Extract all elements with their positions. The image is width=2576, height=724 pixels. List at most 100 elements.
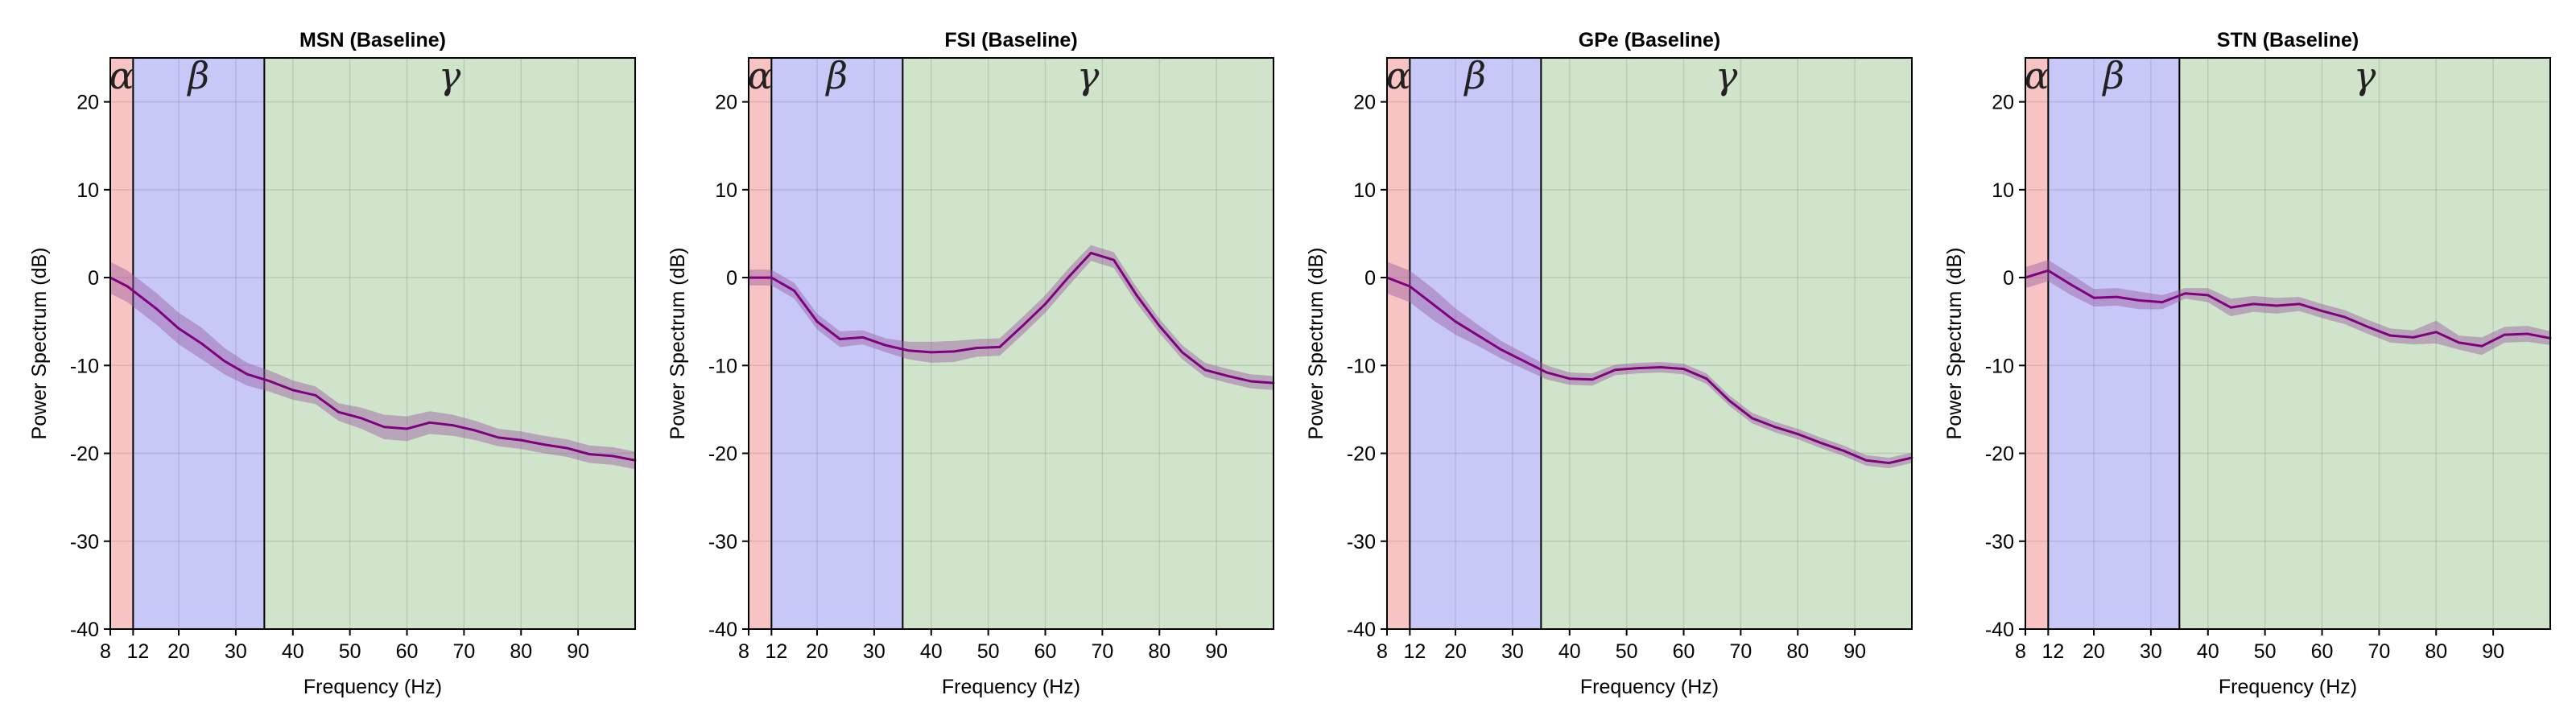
data-point (907, 349, 910, 352)
y-tick-label: 0 (1364, 267, 1376, 290)
y-axis-label: Power Spectrum (dB) (667, 248, 689, 440)
y-tick-label: -10 (1985, 355, 2014, 377)
data-point (1546, 371, 1548, 374)
x-tick-label: 70 (1729, 640, 1752, 663)
band-label-alpha: α (2025, 54, 2050, 97)
data-point (1226, 375, 1229, 377)
y-tick-label: -20 (70, 443, 99, 466)
data-point (1682, 368, 1685, 371)
data-point (360, 417, 363, 420)
data-point (1067, 276, 1070, 279)
band-gamma-region (264, 58, 635, 629)
band-alpha-region (1387, 58, 1410, 629)
data-point (155, 306, 158, 310)
data-point (1522, 360, 1525, 363)
data-point (1203, 368, 1207, 372)
y-tick-label: -10 (70, 355, 99, 377)
band-label-beta: β (2102, 54, 2125, 97)
y-tick-label: -30 (1347, 531, 1376, 553)
data-point (998, 345, 1001, 348)
x-tick-label: 12 (2041, 640, 2064, 663)
data-point (2321, 310, 2323, 312)
x-tick-label: 30 (225, 640, 247, 663)
data-point (2275, 304, 2278, 307)
x-tick-label: 12 (1403, 640, 1426, 663)
data-point (1728, 399, 1731, 402)
data-point (976, 347, 978, 349)
data-point (930, 351, 933, 354)
y-tick-label: 10 (1353, 179, 1376, 202)
data-point (1773, 426, 1777, 429)
data-point (1089, 252, 1092, 254)
x-tick-label: 90 (567, 640, 589, 663)
y-tick-label: 20 (1353, 92, 1376, 114)
data-point (1135, 294, 1138, 297)
data-point (1751, 417, 1753, 420)
plot-frame (748, 57, 1274, 630)
data-point (2070, 283, 2073, 286)
y-tick-label: -30 (708, 531, 737, 553)
x-tick-label: 40 (2197, 640, 2219, 663)
data-point (1637, 367, 1640, 369)
data-point (770, 276, 773, 279)
x-tick-label: 60 (1034, 640, 1057, 663)
data-point (884, 343, 887, 347)
data-point (126, 285, 129, 288)
data-point (1454, 320, 1457, 323)
x-tick-label: 20 (1444, 640, 1467, 663)
data-point (246, 372, 249, 376)
data-point (269, 380, 271, 383)
band-label-gamma: γ (2354, 54, 2376, 97)
data-point (1659, 366, 1662, 368)
data-point (2458, 341, 2461, 344)
data-point (2252, 302, 2255, 306)
y-tick-label: -20 (1985, 443, 2014, 466)
data-point (815, 320, 819, 323)
data-point (2184, 292, 2186, 295)
data-point (2138, 299, 2141, 302)
panel-title: STN (Baseline) (2217, 29, 2359, 51)
x-tick-label: 20 (167, 640, 190, 663)
band-beta-region (1410, 58, 1542, 629)
data-point (2297, 302, 2301, 306)
data-point (1568, 377, 1571, 381)
x-axis-label: Frequency (Hz) (942, 676, 1080, 698)
band-label-gamma: γ (1715, 54, 1738, 97)
data-point (1864, 459, 1868, 462)
band-alpha-region (2025, 58, 2049, 629)
x-tick-label: 60 (396, 640, 419, 663)
band-alpha-region (749, 58, 772, 629)
y-tick-label: -40 (1985, 619, 2014, 641)
y-tick-label: -30 (70, 531, 99, 553)
band-label-beta: β (1463, 54, 1487, 97)
band-label-beta: β (825, 54, 848, 97)
band-label-alpha: α (109, 54, 134, 97)
confidence-band (1387, 261, 1912, 469)
data-point (861, 335, 865, 339)
y-tick-label: 20 (715, 92, 737, 114)
series-line (109, 276, 636, 462)
data-point (1044, 302, 1046, 306)
x-tick-label: 30 (1501, 640, 1524, 663)
data-point (1796, 433, 1799, 435)
x-tick-label: 90 (1205, 640, 1228, 663)
data-point (1021, 324, 1024, 327)
data-point (1842, 449, 1845, 452)
band-beta-region (2048, 58, 2180, 629)
data-point (2115, 295, 2118, 298)
y-tick-label: -40 (708, 619, 737, 641)
y-tick-label: 10 (715, 179, 737, 202)
data-point (497, 436, 500, 439)
data-point (519, 438, 522, 442)
series-line (749, 251, 1274, 385)
confidence-band (749, 245, 1274, 390)
y-tick-label: -20 (708, 443, 737, 466)
data-point (588, 453, 591, 456)
band-beta-region (133, 58, 265, 629)
panel-title: GPe (Baseline) (1579, 29, 1720, 51)
plot-frame (109, 57, 636, 630)
x-tick-label: 30 (863, 640, 886, 663)
chart-panel-gpe: α β γ -40 -30 -20 -10 0 10 20 8 12 20 30 40 50 60 70 80 90 G… (1305, 29, 1913, 698)
data-point (1500, 348, 1503, 352)
